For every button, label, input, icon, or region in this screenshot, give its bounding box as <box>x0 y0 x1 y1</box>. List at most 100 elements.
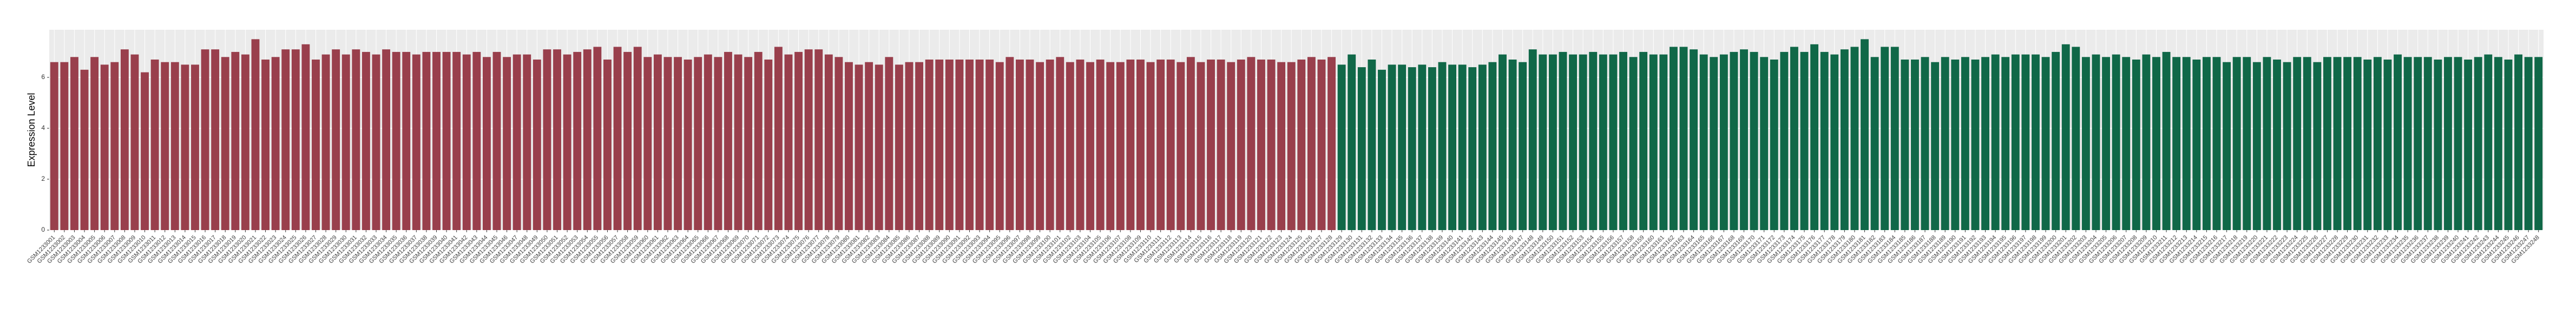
bar <box>2232 57 2241 230</box>
bar <box>291 49 300 231</box>
bar <box>1297 60 1306 231</box>
bar <box>1699 54 1708 230</box>
bar <box>1971 60 1980 231</box>
bar <box>1207 60 1215 231</box>
bar <box>663 57 672 230</box>
bar <box>764 60 773 231</box>
bar <box>824 54 833 230</box>
bar <box>1368 60 1376 231</box>
bar <box>231 51 240 230</box>
bar <box>1378 69 1386 230</box>
bar <box>1398 64 1407 230</box>
bar <box>2172 57 2181 230</box>
bar <box>2081 57 2090 230</box>
bar <box>402 51 411 230</box>
bar <box>412 54 420 230</box>
bar <box>1478 64 1487 230</box>
bar <box>744 57 753 230</box>
bar <box>2434 60 2442 231</box>
bar <box>2353 57 2362 230</box>
bar <box>70 57 78 230</box>
bar <box>965 60 974 231</box>
bar <box>80 69 89 230</box>
bar <box>1106 62 1115 230</box>
bar <box>1589 51 1598 230</box>
bar <box>341 54 350 230</box>
bar <box>492 51 501 230</box>
bar <box>2001 57 2010 230</box>
bar <box>1488 62 1497 230</box>
bar <box>442 51 451 230</box>
bar <box>2504 60 2513 231</box>
bar <box>392 51 400 230</box>
bar <box>543 49 551 231</box>
bar <box>251 39 260 230</box>
bar <box>191 64 199 230</box>
bar <box>2192 60 2201 231</box>
bar <box>895 64 903 230</box>
bar <box>422 51 431 230</box>
bar <box>2162 51 2171 230</box>
bar <box>1186 57 1195 230</box>
bar <box>774 47 783 231</box>
bar <box>1639 51 1648 230</box>
bar <box>2102 57 2111 230</box>
bar <box>845 62 853 230</box>
bar <box>1528 49 1537 231</box>
bar <box>1890 47 1899 231</box>
bar <box>1850 47 1859 231</box>
bar <box>2041 57 2050 230</box>
bar <box>1408 67 1416 231</box>
bar <box>724 51 732 230</box>
bar <box>1146 62 1155 230</box>
bar <box>523 54 531 230</box>
bar <box>1719 54 1728 230</box>
bar <box>362 51 370 230</box>
bar <box>1961 57 1969 230</box>
bar <box>915 62 924 230</box>
bar <box>865 62 873 230</box>
y-tick-label: 0 <box>41 226 45 233</box>
bar <box>1579 54 1587 230</box>
bar <box>1750 51 1758 230</box>
bar <box>714 57 722 230</box>
bar <box>1388 64 1396 230</box>
bar <box>503 57 511 230</box>
bar <box>905 62 914 230</box>
bar <box>1328 57 1336 230</box>
bar <box>995 62 1004 230</box>
bar <box>100 64 109 230</box>
bar <box>1166 60 1175 231</box>
bar <box>2333 57 2342 230</box>
bar <box>1247 57 1256 230</box>
bar <box>2182 57 2191 230</box>
bar <box>211 49 220 231</box>
bar <box>512 54 521 230</box>
bar <box>674 57 682 230</box>
bar <box>2273 60 2281 231</box>
bar <box>794 51 803 230</box>
bar <box>1237 60 1245 231</box>
bar <box>321 54 330 230</box>
bar <box>1307 57 1316 230</box>
bar <box>60 62 69 230</box>
bar <box>1066 62 1074 230</box>
bar <box>1348 54 1356 230</box>
bar <box>1840 49 1849 231</box>
bar <box>150 60 159 231</box>
bar <box>1418 64 1427 230</box>
bar <box>2112 54 2120 230</box>
bar <box>985 60 994 231</box>
bar <box>2092 54 2100 230</box>
bar <box>241 54 249 230</box>
bar <box>1690 49 1698 231</box>
y-tick-label: 6 <box>41 73 45 81</box>
bar <box>1609 54 1618 230</box>
bar <box>1921 57 1929 230</box>
bar <box>1287 62 1296 230</box>
bar <box>2464 60 2473 231</box>
bar <box>754 51 763 230</box>
bar <box>1669 47 1678 231</box>
bar <box>2514 54 2522 230</box>
bar <box>2303 57 2311 230</box>
